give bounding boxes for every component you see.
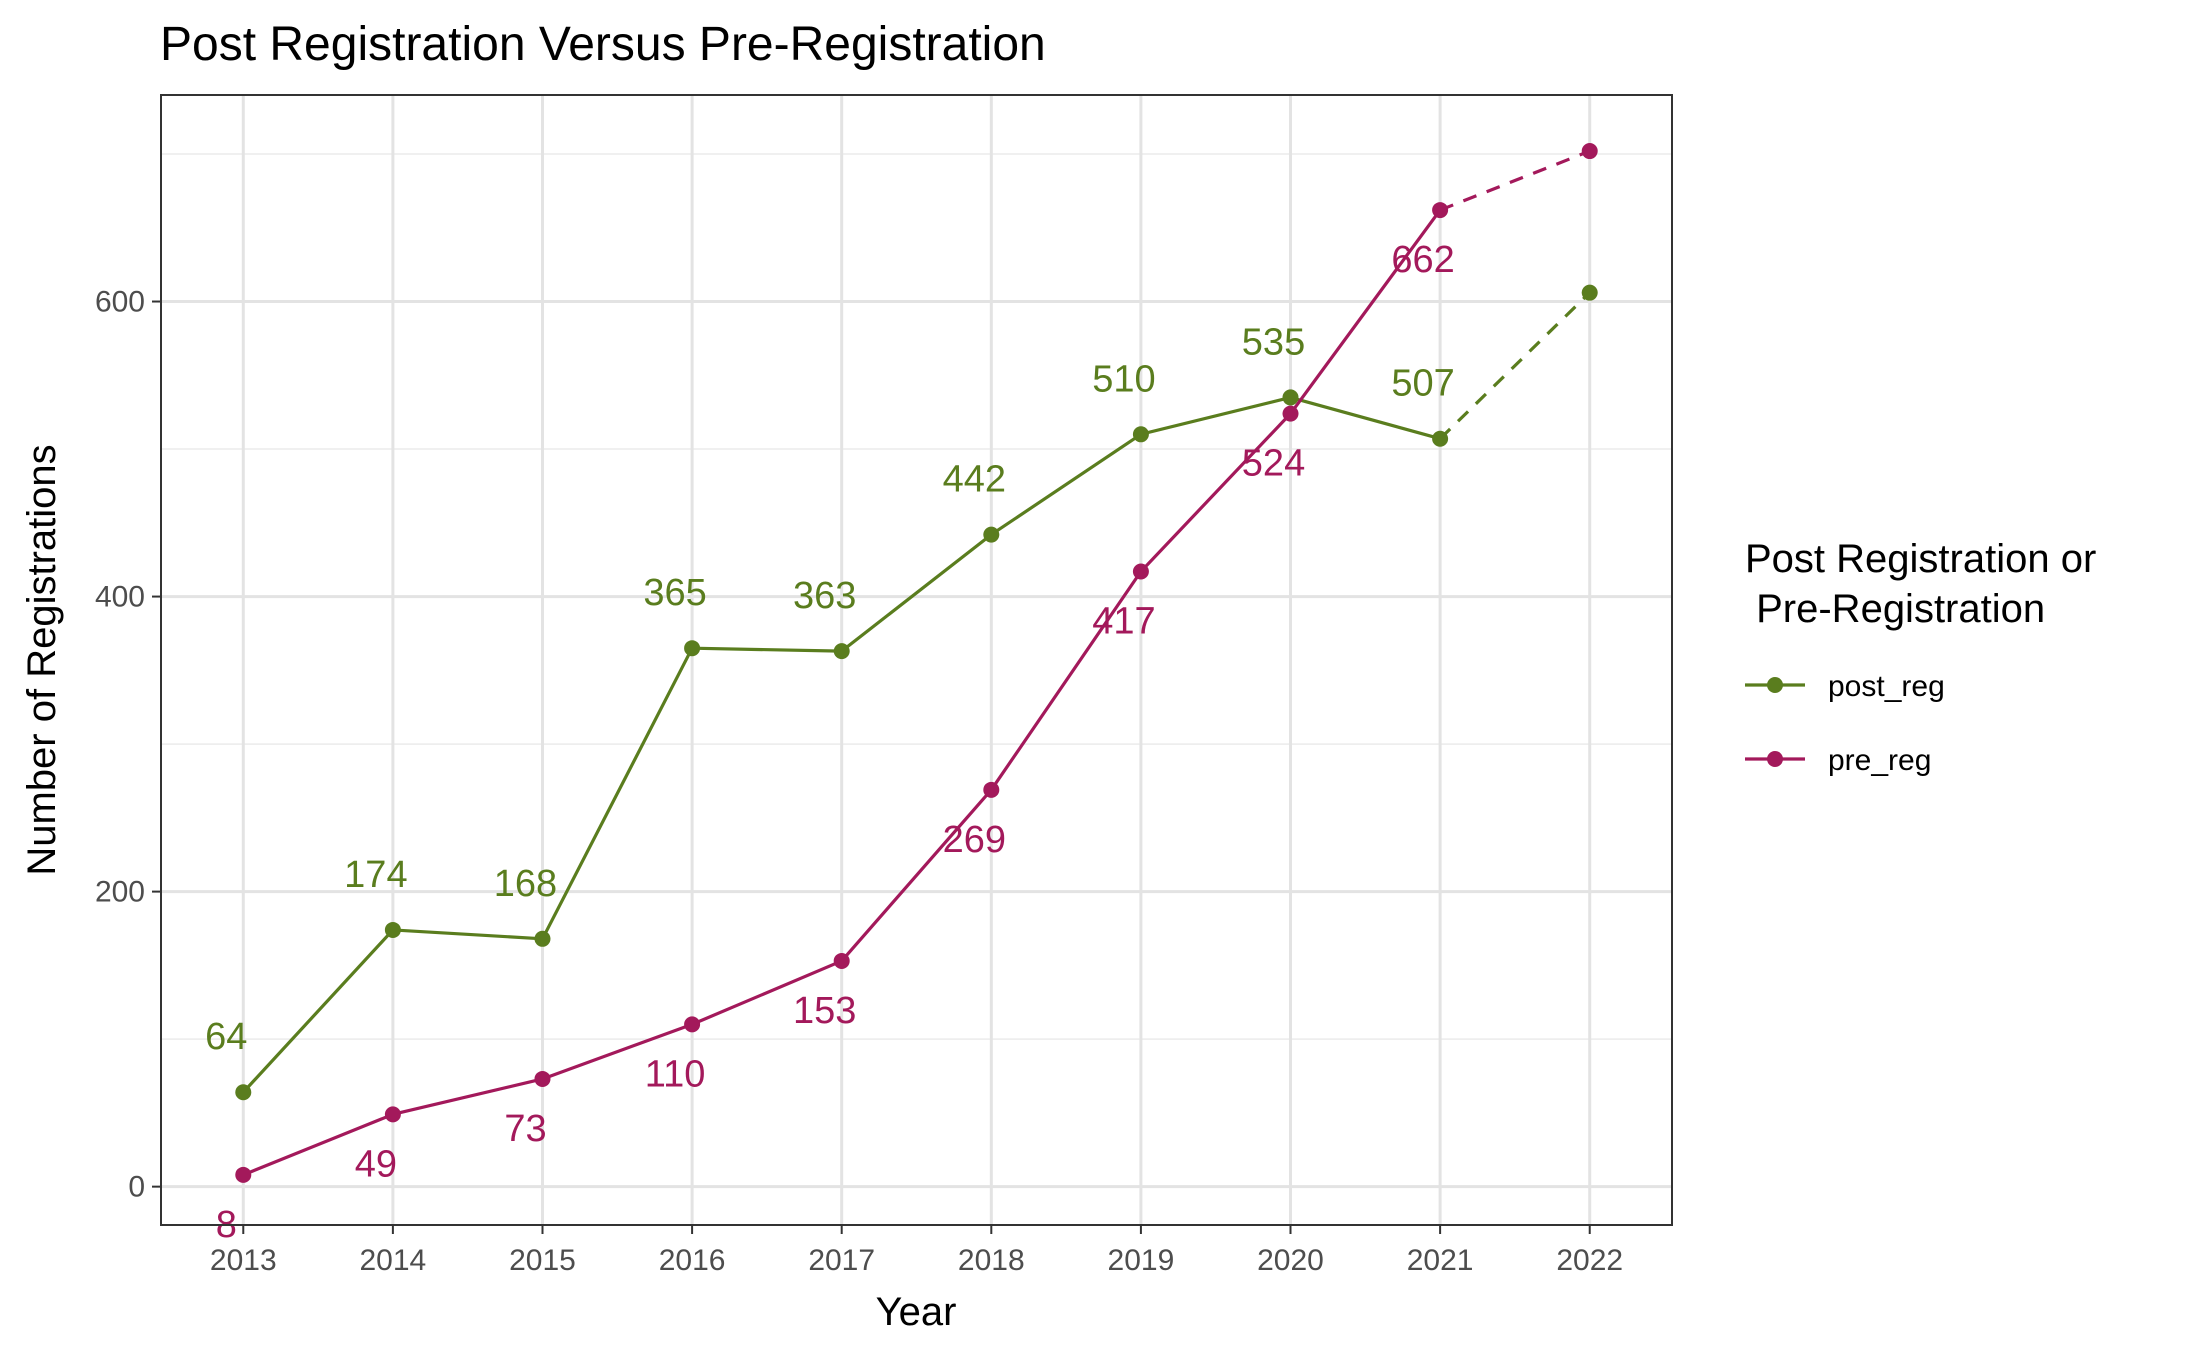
data-point-post_reg bbox=[235, 1084, 252, 1101]
x-tick-label: 2021 bbox=[1407, 1244, 1474, 1277]
y-axis-title: Number of Registrations bbox=[20, 444, 64, 875]
data-label-pre_reg: 49 bbox=[355, 1143, 397, 1185]
data-point-post_reg bbox=[833, 643, 850, 660]
data-point-post_reg bbox=[983, 526, 1000, 543]
y-tick-label: 400 bbox=[95, 581, 145, 614]
data-points bbox=[235, 143, 1598, 1183]
data-point-post_reg bbox=[684, 640, 701, 657]
chart-title: Post Registration Versus Pre-Registratio… bbox=[160, 18, 1046, 71]
data-point-pre_reg bbox=[384, 1106, 401, 1123]
plot-background bbox=[161, 95, 1672, 1225]
plot-panel-border bbox=[160, 94, 1673, 1226]
x-tick-label: 2015 bbox=[509, 1244, 576, 1277]
data-point-pre_reg bbox=[1581, 143, 1598, 160]
legend-title-line-1: Post Registration or bbox=[1745, 537, 2096, 581]
legend-label-post_reg: post_reg bbox=[1828, 670, 1945, 703]
data-point-post_reg bbox=[534, 930, 551, 947]
data-label-post_reg: 442 bbox=[943, 459, 1006, 501]
data-label-post_reg: 507 bbox=[1391, 363, 1454, 405]
series-line-dashed-pre_reg bbox=[1439, 149, 1591, 212]
data-point-post_reg bbox=[1581, 284, 1598, 301]
data-label-pre_reg: 73 bbox=[504, 1108, 546, 1150]
legend-items: post_reg pre_reg bbox=[1745, 670, 1945, 777]
x-tick-label: 2018 bbox=[958, 1244, 1025, 1277]
data-label-pre_reg: 662 bbox=[1391, 239, 1454, 281]
x-tick-label: 2013 bbox=[210, 1244, 277, 1277]
data-point-pre_reg bbox=[1132, 563, 1149, 580]
x-tick-label: 2022 bbox=[1556, 1244, 1623, 1277]
x-tick-label: 2014 bbox=[360, 1244, 427, 1277]
y-tick-label: 600 bbox=[95, 286, 145, 319]
legend-key-point-post_reg bbox=[1767, 677, 1783, 693]
data-point-post_reg bbox=[1432, 430, 1449, 447]
data-point-post_reg bbox=[1132, 426, 1149, 443]
series-line-dashed-post_reg bbox=[1438, 291, 1591, 440]
legend-title-line-2: Pre-Registration bbox=[1745, 587, 2045, 631]
data-point-pre_reg bbox=[833, 952, 850, 969]
legend-label-pre_reg: pre_reg bbox=[1828, 744, 1931, 777]
y-tick-label: 200 bbox=[95, 876, 145, 909]
data-label-post_reg: 64 bbox=[205, 1016, 247, 1058]
data-point-pre_reg bbox=[1282, 405, 1299, 422]
data-label-post_reg: 168 bbox=[494, 863, 557, 905]
grid bbox=[161, 95, 1672, 1225]
data-label-post_reg: 510 bbox=[1092, 358, 1155, 400]
data-label-pre_reg: 417 bbox=[1092, 600, 1155, 642]
data-label-pre_reg: 524 bbox=[1242, 443, 1305, 485]
axes: 0 200 400 600 2013 2014 2015 2016 2017 2018 2019 20… bbox=[95, 286, 1623, 1277]
legend: Post Registration or Pre-Registration po… bbox=[1745, 537, 2096, 777]
data-point-pre_reg bbox=[983, 781, 1000, 798]
y-tick-label: 0 bbox=[128, 1171, 145, 1204]
legend-key-point-pre_reg bbox=[1767, 751, 1783, 767]
x-tick-label: 2017 bbox=[808, 1244, 875, 1277]
data-point-post_reg bbox=[1282, 389, 1299, 406]
data-point-pre_reg bbox=[235, 1166, 252, 1183]
data-label-pre_reg: 269 bbox=[943, 819, 1006, 861]
x-tick-label: 2020 bbox=[1257, 1244, 1324, 1277]
x-tick-label: 2019 bbox=[1108, 1244, 1175, 1277]
data-label-post_reg: 365 bbox=[643, 572, 706, 614]
data-label-post_reg: 535 bbox=[1242, 321, 1305, 363]
data-point-post_reg bbox=[384, 921, 401, 938]
data-point-pre_reg bbox=[684, 1016, 701, 1033]
x-axis-title: Year bbox=[876, 1290, 957, 1334]
data-label-post_reg: 174 bbox=[344, 854, 407, 896]
data-point-pre_reg bbox=[534, 1070, 551, 1087]
data-label-pre_reg: 110 bbox=[645, 1053, 706, 1095]
data-label-pre_reg: 153 bbox=[793, 990, 856, 1032]
data-point-pre_reg bbox=[1432, 202, 1449, 219]
data-label-post_reg: 363 bbox=[793, 575, 856, 617]
x-tick-label: 2016 bbox=[659, 1244, 726, 1277]
